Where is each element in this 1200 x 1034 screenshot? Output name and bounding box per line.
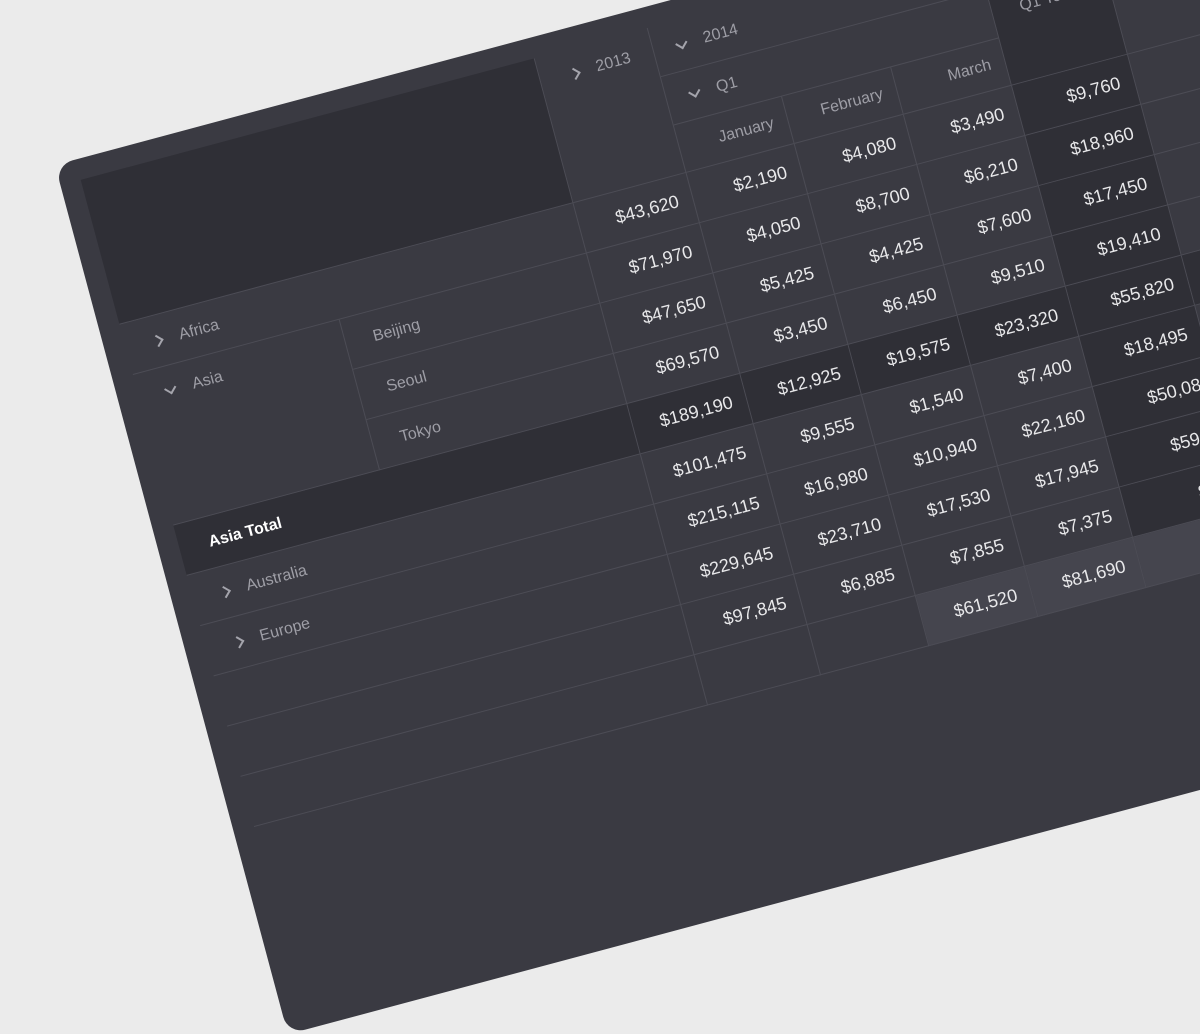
data-cell-text: $9,555 (798, 413, 857, 447)
data-cell-text: $12,925 (775, 363, 844, 400)
column-header-text: Q1 (714, 73, 740, 96)
page-body: 2013 2014 Q1 January February March Q1 Total Af… (55, 0, 1200, 1034)
data-cell-text: $22 (1196, 474, 1200, 502)
row-header-text: Africa (176, 315, 221, 343)
data-cell-text: $6,450 (880, 283, 939, 318)
row-total-header-text: Asia Total (206, 514, 284, 551)
data-cell-text: $7,600 (975, 204, 1034, 238)
data-cell-text: $3,490 (948, 103, 1007, 138)
row-header-text: Beijing (371, 315, 422, 345)
chevron-icon (218, 585, 231, 599)
data-cell-text: $97,845 (720, 593, 789, 630)
data-cell-text: $7,375 (1055, 505, 1115, 540)
data-cell-text: $6,210 (961, 154, 1021, 188)
data-cell-text: $19,410 (1094, 223, 1163, 260)
column-header-text: 2013 (593, 49, 633, 76)
data-cell-text: $101,475 (670, 442, 749, 482)
pivot-grid: 2013 2014 Q1 January February March Q1 Total Af… (55, 0, 1200, 1034)
chevron-icon (151, 334, 164, 348)
data-cell-text: $43,620 (613, 191, 682, 228)
data-cell-text: $23,320 (992, 304, 1061, 342)
data-cell-text: $189,190 (657, 392, 735, 431)
data-cell-text: $3,450 (771, 312, 830, 347)
data-cell-text: $215,115 (685, 492, 762, 531)
data-cell-text: $55,820 (1108, 273, 1177, 310)
data-cell-text: $17,450 (1081, 173, 1150, 210)
row-header-text: Tokyo (397, 417, 443, 446)
data-cell-text: $18,495 (1121, 324, 1190, 361)
chevron-icon (675, 36, 688, 49)
data-cell-text: $4,080 (840, 132, 899, 167)
data-cell-text: $16,980 (802, 463, 871, 500)
data-cell-text: $81,690 (1059, 556, 1128, 593)
data-cell-text: $7,855 (947, 534, 1007, 569)
data-cell-text: $10,940 (911, 434, 980, 471)
data-cell-text: $69,570 (653, 341, 722, 379)
chevron-icon (688, 85, 701, 98)
data-cell-text: $8,700 (853, 183, 912, 217)
data-cell-text: $19,575 (884, 333, 953, 371)
data-cell-text: $18,960 (1067, 123, 1136, 160)
column-header-text: March (945, 56, 994, 85)
row-header-text: Australia (244, 561, 309, 595)
data-cell-text: $1,540 (907, 384, 966, 418)
data-cell-text: $9,760 (1064, 72, 1123, 107)
data-cell-text: $6,885 (838, 564, 897, 598)
data-cell-text: $50,08 (1144, 374, 1200, 408)
data-cell-text: $229,645 (697, 542, 776, 582)
data-cell-text: $4,050 (744, 212, 803, 246)
data-cell-text: $23,710 (815, 513, 884, 550)
data-cell-text: $17,530 (924, 484, 993, 521)
data-cell-text: $22,160 (1019, 405, 1088, 442)
data-cell-text: $47,650 (639, 291, 709, 328)
data-cell-text: $59,1 (1168, 424, 1200, 456)
data-cell-text: $7,400 (1015, 355, 1074, 389)
column-header-text: 2014 (701, 20, 740, 47)
column-header-text: February (818, 85, 885, 119)
chevron-icon (232, 636, 245, 649)
chevron-icon (164, 382, 177, 395)
page: Pivot Grid {"column_headers": {"years": … (55, 0, 1200, 1034)
column-header-text: January (716, 114, 776, 147)
data-cell-text: $2,190 (730, 162, 790, 196)
data-cell-text: $5,425 (757, 262, 817, 297)
data-cell-text: $71,970 (626, 241, 695, 278)
data-cell-text: $4,425 (866, 233, 926, 267)
data-cell-text: $9,510 (988, 254, 1048, 289)
row-header-text: Asia (190, 368, 225, 393)
row-header-text: Seoul (384, 367, 429, 395)
data-cell-text: $61,520 (951, 585, 1020, 622)
chevron-icon (568, 67, 581, 81)
data-cell-text: $17,945 (1032, 455, 1101, 492)
column-header-text: Q1 Total (1018, 0, 1080, 16)
